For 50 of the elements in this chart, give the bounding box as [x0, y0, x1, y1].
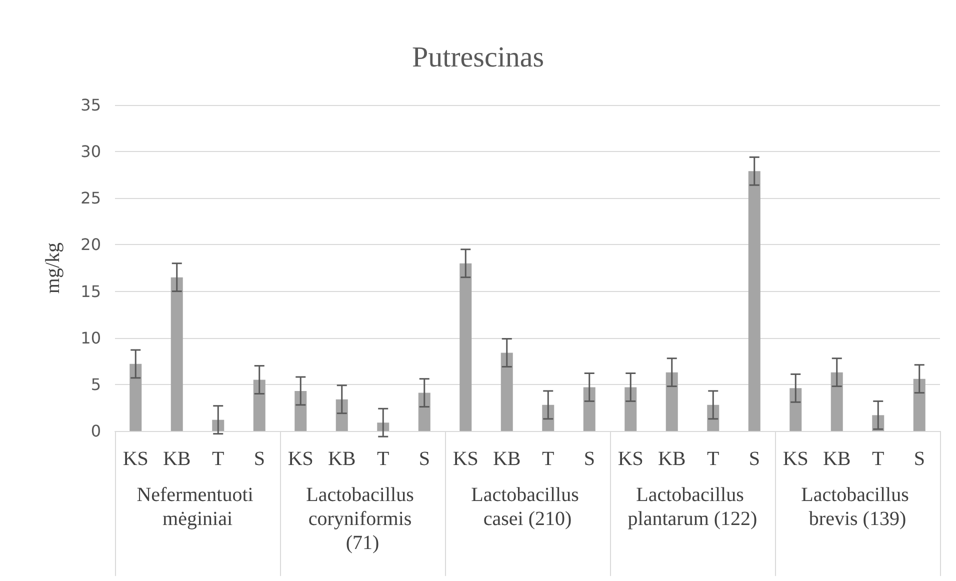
x-tick-label: T: [212, 448, 224, 470]
x-tick-label: S: [418, 448, 430, 470]
bar: [294, 390, 307, 431]
x-tick-label: KS: [452, 448, 478, 470]
x-tick-label: KB: [328, 448, 356, 470]
x-tick-label: S: [584, 448, 595, 470]
y-tick-label: 10: [80, 328, 101, 348]
bar: [500, 352, 513, 431]
x-tick-label: KB: [492, 448, 521, 470]
bar: [666, 372, 678, 431]
y-tick-label: 30: [80, 142, 101, 162]
x-tick-label: T: [377, 448, 390, 470]
x-tick-label: S: [254, 448, 265, 470]
text: Lactobacillus casei (210): [471, 484, 584, 530]
x-tick-label: KS: [122, 448, 148, 470]
x-tick-label: T: [707, 448, 720, 470]
bar: [790, 388, 802, 431]
bar: [130, 364, 142, 431]
y-tick-label: 5: [90, 374, 101, 394]
x-tick-label: KS: [618, 448, 644, 470]
y-axis-title: mg/kg: [42, 242, 64, 294]
bar: [170, 277, 183, 431]
text: Lactobacillus plantarum (122): [628, 484, 758, 530]
x-tick-label: S: [748, 448, 760, 470]
x-tick-label: T: [542, 448, 554, 470]
x-tick-label: KB: [658, 448, 686, 470]
x-tick-label: S: [914, 448, 925, 470]
bar: [624, 387, 637, 431]
y-tick-label: 0: [90, 422, 101, 440]
y-tick-label: 25: [80, 188, 101, 208]
bar: [830, 372, 843, 431]
bar: [748, 171, 760, 431]
y-tick-label: 15: [80, 282, 101, 301]
bar: [913, 378, 926, 431]
x-tick-label: KS: [782, 448, 808, 470]
y-tick-label: 35: [80, 96, 101, 114]
bar: [583, 387, 596, 431]
text: Nefermentuoti mėginiai: [136, 484, 258, 530]
chart-title: Putrescinas: [412, 42, 544, 74]
y-tick-label: 20: [80, 235, 101, 254]
bar: [336, 399, 348, 431]
text: Lactobacillus coryniformis (71): [306, 484, 419, 554]
text: Lactobacillus brevis (139): [801, 484, 914, 530]
bar: [460, 263, 472, 431]
bar: [253, 380, 266, 431]
x-tick-label: KB: [162, 448, 191, 470]
x-tick-label: KB: [822, 448, 851, 470]
bar: [418, 392, 430, 431]
x-tick-label: T: [872, 448, 884, 470]
x-tick-label: KS: [288, 448, 314, 470]
